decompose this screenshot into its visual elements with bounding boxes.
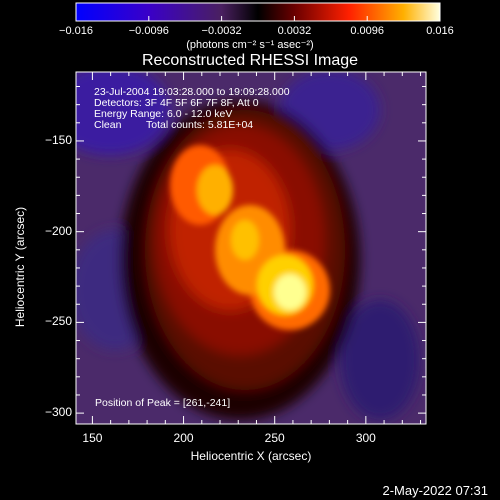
x-axis-label: Heliocentric X (arcsec) (190, 449, 312, 463)
colorbar-tick-label: 0.0096 (350, 25, 385, 37)
annotation-time-range: 23-Jul-2004 19:03:28.000 to 19:09:28.000 (94, 86, 290, 98)
colorbar-tick-label: −0.016 (59, 25, 93, 37)
y-tick-label: −300 (44, 405, 72, 420)
annotation-energy: Energy Range: 6.0 - 12.0 keV (94, 108, 233, 120)
chart-title: Reconstructed RHESSI Image (141, 52, 359, 69)
plot-frame (75, 71, 427, 425)
colorbar-tick-label: −0.0096 (128, 25, 169, 37)
colorbar-tick-label: −0.0032 (201, 25, 242, 37)
colorbar-tick-label: 0.0032 (277, 25, 312, 37)
annotation-method: Clean (94, 119, 122, 131)
timestamp: 2-May-2022 07:31 (382, 483, 488, 498)
heatmap-image (76, 72, 426, 424)
colorbar-tick-label: 0.016 (426, 25, 454, 37)
axis-ticks (76, 72, 426, 424)
y-tick-label: −150 (44, 132, 72, 147)
x-tick-label: 200 (173, 431, 194, 445)
colorbar-unit-label: (photons cm⁻² s⁻¹ asec⁻²) (186, 39, 314, 51)
x-tick-label: 150 (82, 431, 103, 445)
annotation-counts: Total counts: 5.81E+04 (146, 119, 254, 131)
x-tick-label: 300 (355, 431, 376, 445)
x-tick-label: 250 (264, 431, 285, 445)
colorbar-ticks (75, 16, 441, 21)
annotation-peak: Position of Peak = [261,-241] (95, 397, 231, 409)
y-tick-label: −250 (44, 314, 72, 329)
annotation-detectors: Detectors: 3F 4F 5F 6F 7F 8F, Att 0 (94, 97, 259, 109)
colorbar (75, 2, 441, 22)
y-tick-label: −200 (44, 223, 72, 238)
